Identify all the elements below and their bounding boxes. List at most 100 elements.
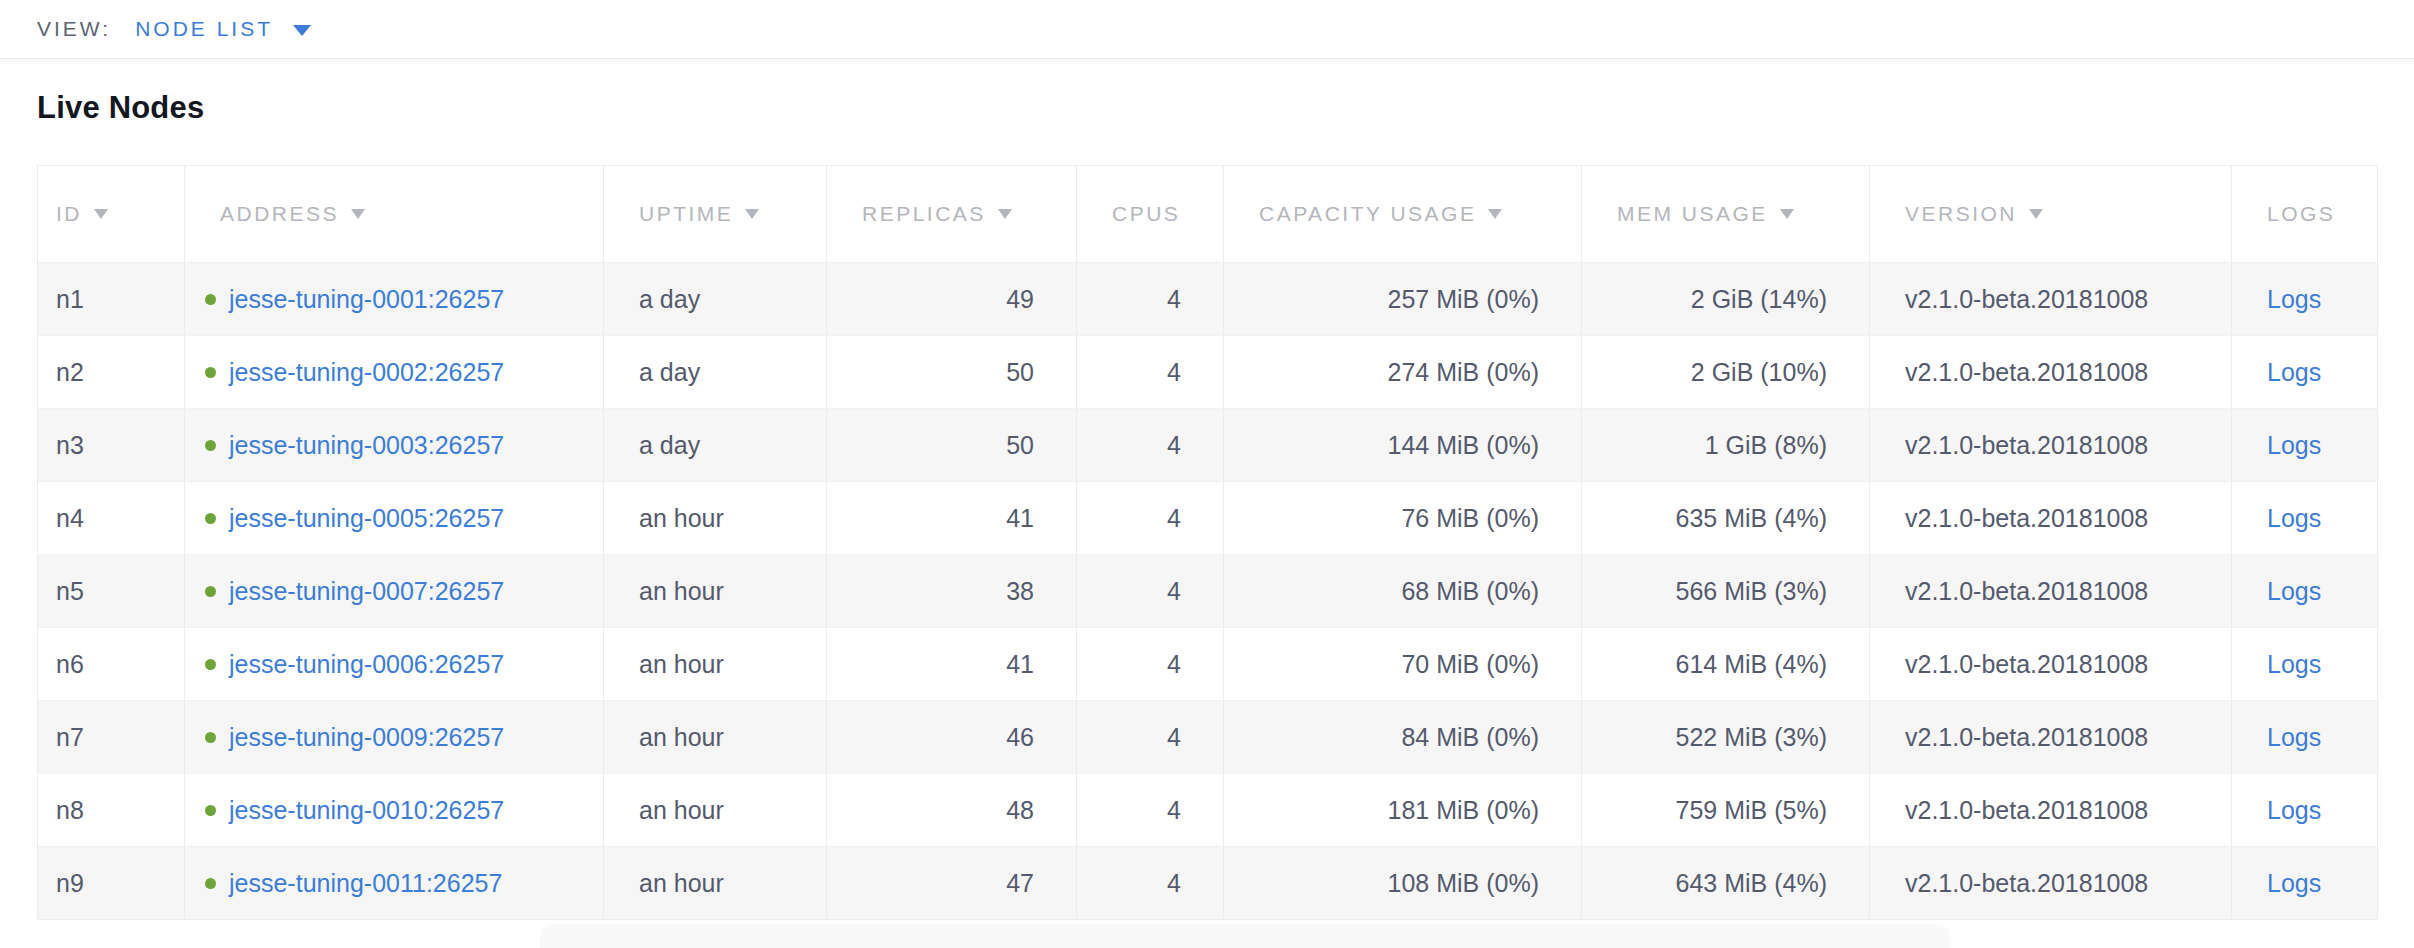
sort-desc-icon: [1780, 209, 1794, 219]
cell-capacity-usage: 84 MiB (0%): [1224, 701, 1582, 774]
cell-mem-usage: 522 MiB (3%): [1582, 701, 1870, 774]
table-body: n1 jesse-tuning-0001:26257 a day 49 4 25…: [38, 263, 2378, 920]
cell-cpus: 4: [1077, 336, 1224, 409]
cell-replicas: 49: [827, 263, 1077, 336]
node-live-status-icon: [205, 367, 216, 378]
column-header-mem-usage[interactable]: MEM USAGE: [1582, 166, 1870, 263]
view-label: VIEW:: [37, 17, 111, 41]
cell-address: jesse-tuning-0007:26257: [185, 555, 604, 628]
cell-mem-usage: 2 GiB (14%): [1582, 263, 1870, 336]
cell-version: v2.1.0-beta.20181008: [1870, 482, 2232, 555]
table-row: n8 jesse-tuning-0010:26257 an hour 48 4 …: [38, 774, 2378, 847]
cell-version: v2.1.0-beta.20181008: [1870, 847, 2232, 920]
cell-replicas: 50: [827, 336, 1077, 409]
cell-uptime: a day: [604, 409, 827, 482]
node-address-link[interactable]: jesse-tuning-0009:26257: [229, 723, 504, 751]
cell-uptime: an hour: [604, 701, 827, 774]
cell-uptime: an hour: [604, 847, 827, 920]
cell-node-id: n5: [38, 555, 185, 628]
sort-desc-icon: [1488, 209, 1502, 219]
cell-logs: Logs: [2232, 482, 2378, 555]
cell-replicas: 41: [827, 628, 1077, 701]
cell-version: v2.1.0-beta.20181008: [1870, 555, 2232, 628]
cell-mem-usage: 635 MiB (4%): [1582, 482, 1870, 555]
sort-desc-icon: [745, 209, 759, 219]
column-header-uptime[interactable]: UPTIME: [604, 166, 827, 263]
node-live-status-icon: [205, 440, 216, 451]
cell-address: jesse-tuning-0011:26257: [185, 847, 604, 920]
cell-version: v2.1.0-beta.20181008: [1870, 409, 2232, 482]
table-row: n4 jesse-tuning-0005:26257 an hour 41 4 …: [38, 482, 2378, 555]
node-address-link[interactable]: jesse-tuning-0001:26257: [229, 285, 504, 313]
cell-replicas: 47: [827, 847, 1077, 920]
cell-version: v2.1.0-beta.20181008: [1870, 774, 2232, 847]
table-header: IDADDRESS UPTIME REPLICAS CPUSCAPACITY USAG…: [38, 166, 2378, 263]
cell-node-id: n8: [38, 774, 185, 847]
cell-capacity-usage: 274 MiB (0%): [1224, 336, 1582, 409]
node-logs-link[interactable]: Logs: [2267, 577, 2321, 605]
cell-node-id: n6: [38, 628, 185, 701]
node-logs-link[interactable]: Logs: [2267, 504, 2321, 532]
cell-cpus: 4: [1077, 263, 1224, 336]
node-live-status-icon: [205, 732, 216, 743]
node-logs-link[interactable]: Logs: [2267, 796, 2321, 824]
horizontal-scrollbar[interactable]: [540, 924, 1950, 948]
cell-version: v2.1.0-beta.20181008: [1870, 336, 2232, 409]
column-header-replicas[interactable]: REPLICAS: [827, 166, 1077, 263]
cell-cpus: 4: [1077, 409, 1224, 482]
column-header-label: UPTIME: [639, 202, 733, 225]
node-logs-link[interactable]: Logs: [2267, 650, 2321, 678]
node-logs-link[interactable]: Logs: [2267, 285, 2321, 313]
column-header-logs: LOGS: [2232, 166, 2378, 263]
column-header-id[interactable]: ID: [38, 166, 185, 263]
column-header-capacity-usage[interactable]: CAPACITY USAGE: [1224, 166, 1582, 263]
node-live-status-icon: [205, 586, 216, 597]
node-logs-link[interactable]: Logs: [2267, 358, 2321, 386]
table-row: n7 jesse-tuning-0009:26257 an hour 46 4 …: [38, 701, 2378, 774]
cell-cpus: 4: [1077, 774, 1224, 847]
node-logs-link[interactable]: Logs: [2267, 869, 2321, 897]
node-logs-link[interactable]: Logs: [2267, 723, 2321, 751]
cell-capacity-usage: 108 MiB (0%): [1224, 847, 1582, 920]
cell-node-id: n9: [38, 847, 185, 920]
cell-replicas: 46: [827, 701, 1077, 774]
cell-capacity-usage: 144 MiB (0%): [1224, 409, 1582, 482]
cell-cpus: 4: [1077, 555, 1224, 628]
cell-capacity-usage: 76 MiB (0%): [1224, 482, 1582, 555]
node-address-link[interactable]: jesse-tuning-0011:26257: [229, 869, 502, 897]
column-header-address[interactable]: ADDRESS: [185, 166, 604, 263]
chevron-down-icon: [293, 25, 311, 36]
cell-logs: Logs: [2232, 847, 2378, 920]
node-address-link[interactable]: jesse-tuning-0003:26257: [229, 431, 504, 459]
node-logs-link[interactable]: Logs: [2267, 431, 2321, 459]
node-address-link[interactable]: jesse-tuning-0005:26257: [229, 504, 504, 532]
table-row: n3 jesse-tuning-0003:26257 a day 50 4 14…: [38, 409, 2378, 482]
cell-cpus: 4: [1077, 701, 1224, 774]
table-header-row: IDADDRESS UPTIME REPLICAS CPUSCAPACITY USAG…: [38, 166, 2378, 263]
cell-mem-usage: 643 MiB (4%): [1582, 847, 1870, 920]
cell-uptime: a day: [604, 263, 827, 336]
node-live-status-icon: [205, 878, 216, 889]
cell-logs: Logs: [2232, 701, 2378, 774]
column-header-label: VERSION: [1905, 202, 2017, 225]
node-live-status-icon: [205, 294, 216, 305]
cell-capacity-usage: 181 MiB (0%): [1224, 774, 1582, 847]
node-address-link[interactable]: jesse-tuning-0006:26257: [229, 650, 504, 678]
cell-node-id: n7: [38, 701, 185, 774]
cell-logs: Logs: [2232, 555, 2378, 628]
node-address-link[interactable]: jesse-tuning-0002:26257: [229, 358, 504, 386]
node-address-link[interactable]: jesse-tuning-0010:26257: [229, 796, 504, 824]
cell-cpus: 4: [1077, 847, 1224, 920]
column-header-label: REPLICAS: [862, 202, 986, 225]
cell-address: jesse-tuning-0009:26257: [185, 701, 604, 774]
cell-capacity-usage: 70 MiB (0%): [1224, 628, 1582, 701]
cell-address: jesse-tuning-0010:26257: [185, 774, 604, 847]
cell-mem-usage: 566 MiB (3%): [1582, 555, 1870, 628]
column-header-version[interactable]: VERSION: [1870, 166, 2232, 263]
column-header-cpus: CPUS: [1077, 166, 1224, 263]
view-selected-value: NODE LIST: [135, 17, 273, 41]
cell-logs: Logs: [2232, 409, 2378, 482]
node-address-link[interactable]: jesse-tuning-0007:26257: [229, 577, 504, 605]
view-selector-dropdown[interactable]: NODE LIST: [135, 17, 311, 41]
node-live-status-icon: [205, 805, 216, 816]
